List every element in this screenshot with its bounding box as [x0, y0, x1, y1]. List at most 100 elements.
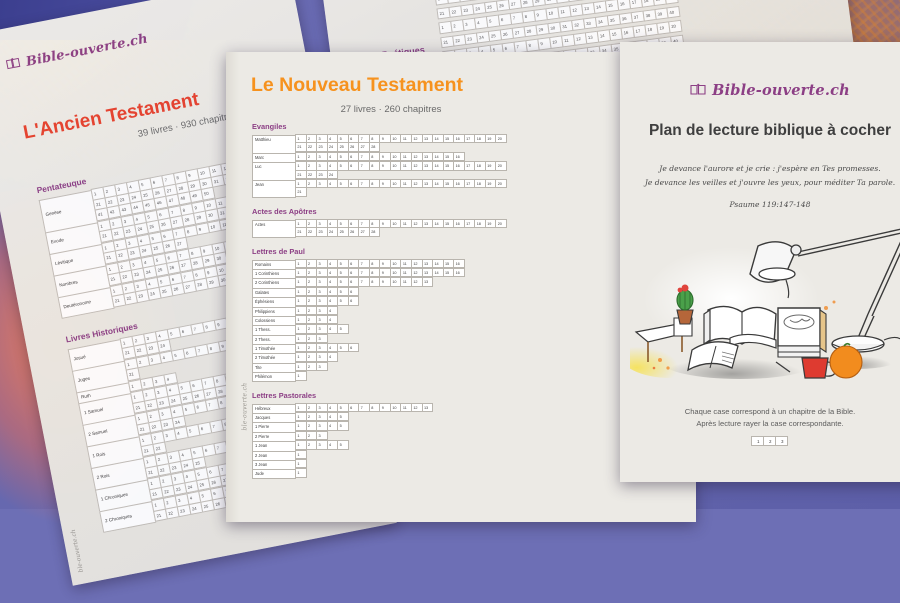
chapter-checkbox-cell[interactable]: 5	[337, 440, 349, 449]
sheet-left-edge	[226, 52, 240, 522]
chapter-checkbox-cell[interactable]: 13	[422, 403, 434, 412]
chapter-grid: 1	[296, 372, 307, 380]
chapter-checkbox-cell[interactable]: 6	[348, 296, 360, 305]
book-name: 1 Thess.	[252, 325, 296, 334]
nt-side-label: ble-ouverte.ch	[242, 341, 249, 431]
book-name: Colossiens	[252, 316, 296, 325]
nouveau-testament-title: Le Nouveau Testament	[251, 74, 463, 97]
chapter-checkbox-cell[interactable]: 1	[295, 468, 307, 477]
sheet-cover[interactable]: Bible-ouverte.ch Plan de lecture bibliqu…	[620, 42, 900, 482]
note-line-1: Chaque case correspond à un chapitre de …	[620, 406, 900, 418]
chapter-checkbox-cell[interactable]: 24	[327, 170, 339, 179]
book-name: Tite	[252, 363, 296, 372]
book-name: Marc	[252, 153, 296, 162]
chapter-checkbox-cell[interactable]: 1	[295, 371, 307, 380]
chapter-checkbox-cell[interactable]: 13	[422, 277, 434, 286]
desk-illustration	[630, 210, 900, 410]
book-name: Galates	[252, 288, 296, 297]
chapter-checkbox-cell[interactable]: 16	[453, 268, 465, 277]
book-name: 1 Timothée	[252, 344, 296, 353]
chapter-checkbox-cell[interactable]: 20	[664, 0, 678, 4]
book-name: 2 Thess.	[252, 335, 296, 344]
chapter-checkbox-cell[interactable]: 4	[327, 306, 339, 315]
chapter-checkbox-cell[interactable]: 5	[337, 412, 349, 421]
chapter-checkbox-cell[interactable]: 4	[327, 352, 339, 361]
chapter-checkbox-cell[interactable]: 1	[295, 450, 307, 459]
chapter-checkbox-cell[interactable]: 16	[453, 259, 465, 268]
chapter-checkbox-cell[interactable]: 5	[337, 324, 349, 333]
book-name: Éphésiens	[252, 297, 296, 306]
book-name: Romains	[252, 260, 296, 269]
book-name: 2 Pierre	[252, 432, 296, 441]
book-name: 2 Corinthiens	[252, 278, 296, 287]
spacer	[252, 482, 682, 488]
chapter-checkbox-cell[interactable]: 28	[369, 227, 381, 236]
brand-name-cover: Bible-ouverte.ch	[712, 82, 850, 99]
instruction-note: Chaque case correspond à un chapitre de …	[620, 406, 900, 446]
chapter-checkbox-cell[interactable]: 40	[666, 5, 680, 18]
chapter-checkbox-cell[interactable]: 3	[458, 0, 472, 2]
chapter-checkbox-cell[interactable]: 5	[337, 421, 349, 430]
book-name: 2 Jean	[252, 451, 296, 460]
book-name: 1 Jean	[252, 441, 296, 450]
chapter-checkbox-cell[interactable]: 16	[453, 152, 465, 161]
chapter-checkbox-cell[interactable]: 20	[495, 134, 507, 143]
chapter-checkbox-cell[interactable]: 1	[295, 459, 307, 468]
chapter-checkbox-cell[interactable]: 20	[668, 20, 682, 33]
chapter-checkbox-cell[interactable]: 3	[316, 334, 328, 343]
book-name: 1 Pierre	[252, 422, 296, 431]
chapter-checkbox-cell[interactable]: 4	[327, 315, 339, 324]
open-book-icon	[690, 82, 706, 99]
chapter-checkbox-cell[interactable]: 20	[495, 161, 507, 170]
open-book-icon	[5, 56, 22, 73]
note-line-2: Après lecture rayer la case correspondan…	[620, 418, 900, 430]
book-name: Hébreux	[252, 404, 296, 413]
chapter-checkbox-cell[interactable]: 6	[348, 343, 360, 352]
chapter-row: 1	[296, 460, 307, 468]
chapter-checkbox-cell[interactable]: 28	[369, 142, 381, 151]
chapter-checkbox-cell[interactable]: 20	[495, 219, 507, 228]
legend-cell[interactable]: 3	[775, 436, 788, 446]
chapter-checkbox-cell[interactable]: 3	[316, 362, 328, 371]
book-name: Jacques	[252, 413, 296, 422]
chapter-grid: 1	[296, 460, 307, 468]
chapter-checkbox-cell[interactable]: 6	[348, 287, 360, 296]
book-name: 2 Timothée	[252, 353, 296, 362]
chapter-checkbox-cell[interactable]: 32	[567, 0, 581, 2]
chapter-checkbox-cell[interactable]: 3	[316, 431, 328, 440]
chapter-row: 1	[296, 451, 307, 459]
chapter-checkbox-cell[interactable]: 21	[295, 187, 307, 196]
chapter-checkbox-cell[interactable]: 20	[495, 179, 507, 188]
chapter-checkbox-cell[interactable]: 33	[579, 0, 593, 1]
